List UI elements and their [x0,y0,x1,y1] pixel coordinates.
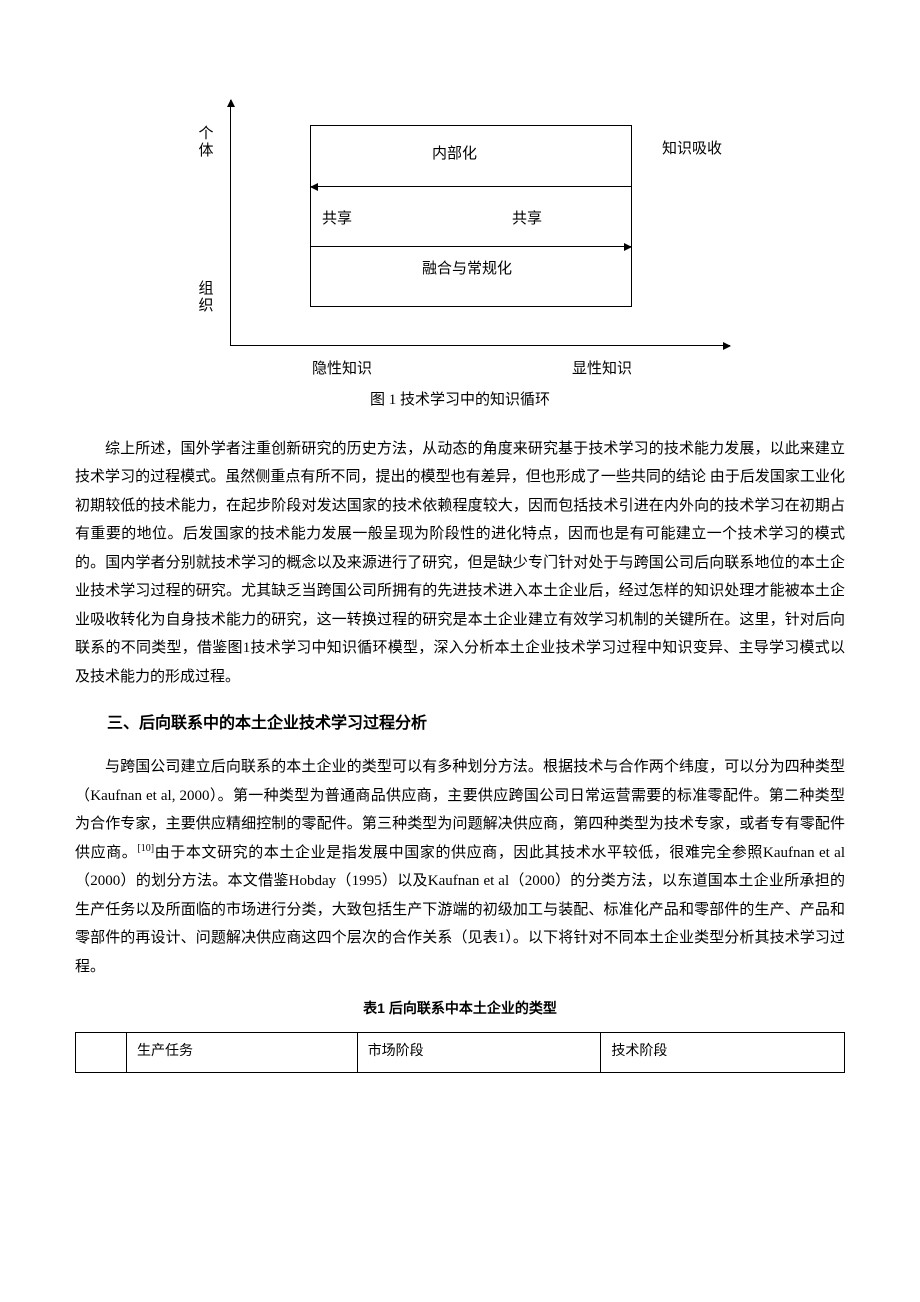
inner-label-right: 共享 [510,205,544,234]
x-axis [230,345,730,347]
knowledge-cycle-diagram: 个体 组织 隐性知识 显性知识 知识吸收 内部化 共享 共享 融合与常规化 [190,100,730,370]
paragraph-summary: 综上所述，国外学者注重创新研究的历史方法，从动态的角度来研究基于技术学习的技术能… [75,435,845,692]
table-1: 生产任务 市场阶段 技术阶段 [75,1032,845,1073]
y-axis-bottom-label: 组织 [188,280,221,314]
inner-label-top: 内部化 [430,140,479,169]
arrow-top [311,186,631,188]
x-axis-right-label: 显性知识 [570,355,634,384]
inner-label-left: 共享 [320,205,354,234]
table-row: 生产任务 市场阶段 技术阶段 [76,1032,845,1072]
figure-1-caption: 图 1 技术学习中的知识循环 [75,386,845,415]
table-header-3: 技术阶段 [601,1032,845,1072]
table-1-caption: 表1 后向联系中本土企业的类型 [75,995,845,1022]
x-axis-left-label: 隐性知识 [310,355,374,384]
paragraph-classification: 与跨国公司建立后向联系的本土企业的类型可以有多种划分方法。根据技术与合作两个纬度… [75,753,845,981]
figure-1: 个体 组织 隐性知识 显性知识 知识吸收 内部化 共享 共享 融合与常规化 图 … [75,100,845,415]
table-header-2: 市场阶段 [357,1032,601,1072]
paragraph-2-post: 由于本文研究的本土企业是指发展中国家的供应商，因此其技术水平较低，很难完全参照K… [75,845,845,975]
outer-label-right: 知识吸收 [660,135,724,164]
section-3-heading: 三、后向联系中的本土企业技术学习过程分析 [75,709,845,739]
citation-10: [10] [137,843,154,854]
table-header-1: 生产任务 [127,1032,358,1072]
y-axis-top-label: 个体 [188,125,221,159]
y-axis [230,100,232,345]
inner-label-bottom: 融合与常规化 [420,255,514,284]
table-header-0 [76,1032,127,1072]
arrow-bottom [311,246,631,248]
